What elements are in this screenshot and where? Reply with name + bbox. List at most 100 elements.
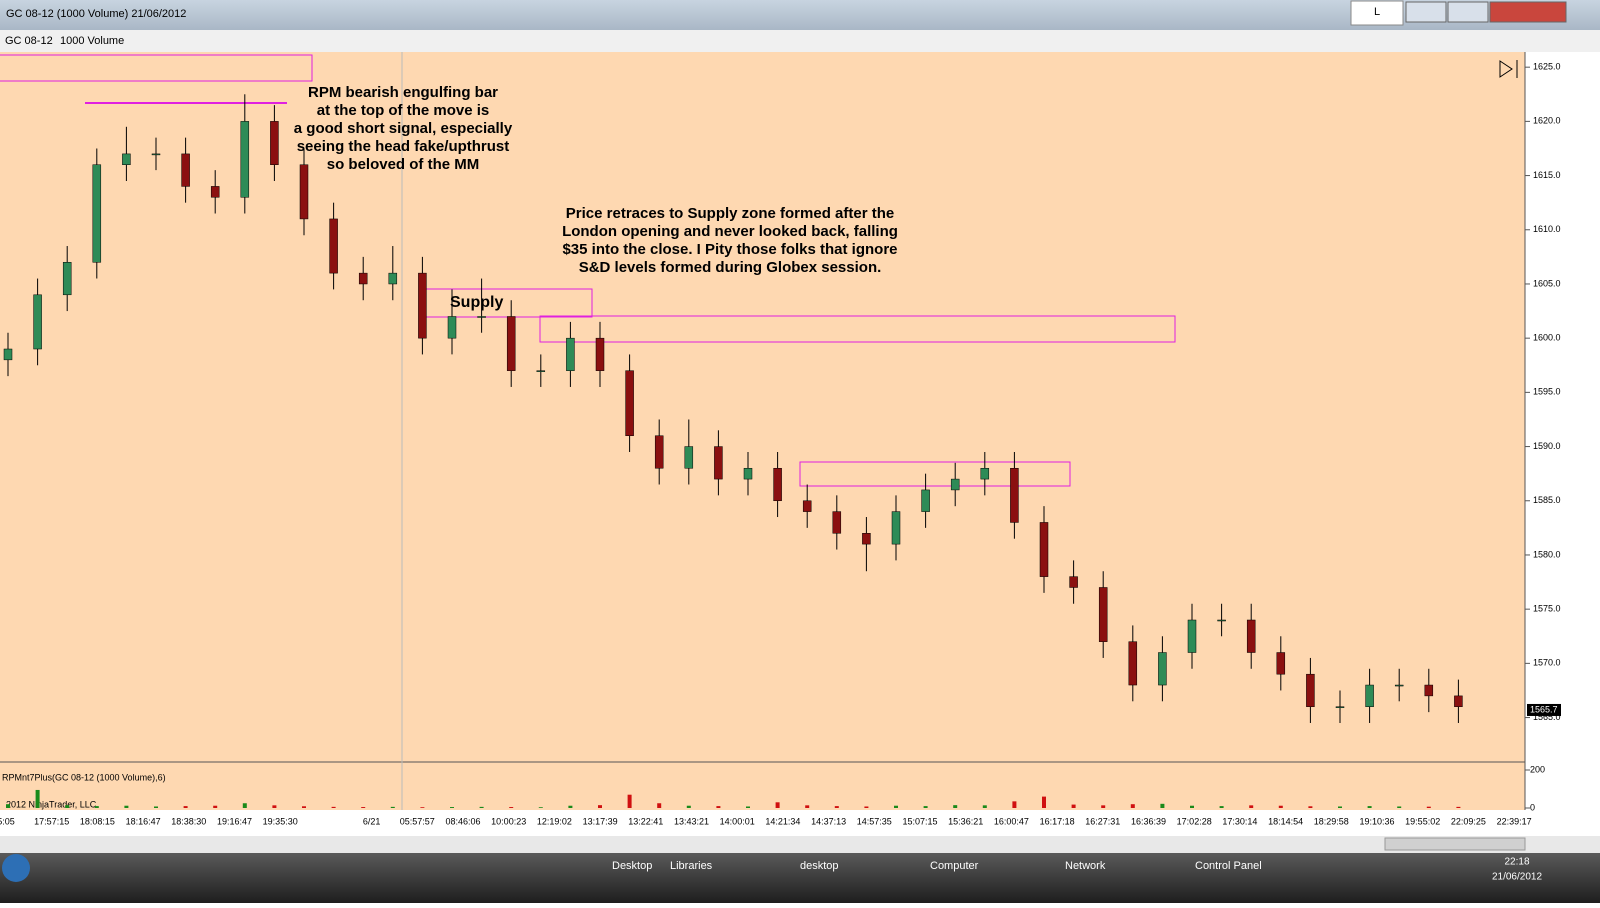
volume-tick-label: 200 [1530, 764, 1545, 774]
taskbar-item[interactable]: Control Panel [1195, 860, 1262, 872]
taskbar-item[interactable]: Computer [930, 860, 979, 872]
candle-body [210, 186, 220, 198]
scrollbar[interactable] [0, 836, 1600, 853]
x-tick-label: 18:16:47 [126, 816, 161, 826]
volume-bar [1308, 806, 1313, 808]
volume-bar [834, 806, 839, 808]
y-tick-label: 1580.0 [1533, 549, 1561, 559]
candle-body [1010, 467, 1019, 523]
volume-bar [390, 806, 395, 808]
clock-date: 21/06/2012 [1492, 872, 1542, 883]
x-tick-label: 18:38:30 [171, 816, 206, 826]
candle-body [418, 272, 427, 339]
x-tick-label: 13:43:21 [674, 816, 709, 826]
volume-bar [627, 794, 632, 808]
scroll-thumb[interactable] [1384, 837, 1526, 851]
close[interactable] [1489, 1, 1567, 23]
x-tick-label: 15:07:15 [902, 816, 937, 826]
volume-bar [1278, 805, 1283, 808]
volume-bar [746, 806, 750, 808]
candle-body [92, 164, 102, 263]
annotation: S&D levels formed during Globex session. [579, 259, 882, 276]
volume-bar [1426, 806, 1431, 808]
candle-body [625, 370, 634, 436]
copyright: 2012 NinjaTrader, LLC [6, 799, 97, 809]
volume-bar [894, 805, 898, 808]
interval[interactable]: 1000 Volume [60, 35, 124, 47]
annotation: Price retraces to Supply zone formed aft… [566, 205, 894, 222]
x-tick-label: 14:37:13 [811, 816, 846, 826]
volume-bar [686, 805, 691, 808]
l-button[interactable] [1350, 0, 1404, 26]
candle-body [1246, 619, 1256, 653]
candle-body [536, 370, 546, 372]
x-tick-label: 13:17:39 [583, 816, 618, 826]
volume-bar [242, 803, 247, 808]
volume-bar [805, 805, 810, 808]
volume-bar [302, 806, 306, 808]
volume-bar [1042, 796, 1046, 808]
volume-bar [1160, 803, 1165, 808]
plot-bg [0, 52, 1525, 810]
candle-body [299, 164, 309, 220]
volume-bar [1219, 806, 1224, 808]
annotation: seeing the head fake/upthrust [297, 138, 510, 155]
x-tick-label: 05:57:57 [400, 816, 435, 826]
candle-body [1365, 684, 1374, 707]
volume-bar [1190, 805, 1194, 808]
candle-body [1187, 619, 1197, 653]
y-tick-label: 1620.0 [1533, 116, 1561, 126]
volume-bar [213, 805, 218, 808]
candle-body [447, 316, 457, 339]
candle-body [1098, 587, 1108, 642]
candle-body [1454, 695, 1463, 707]
y-tick-label: 1585.0 [1533, 495, 1561, 505]
annotation: RPM bearish engulfing bar [308, 84, 498, 101]
taskbar-item[interactable]: desktop [800, 860, 839, 872]
taskbar-item[interactable]: Network [1065, 860, 1106, 872]
x-tick-label: 16:27:31 [1085, 816, 1120, 826]
x-tick-label: 16:00:47 [994, 816, 1029, 826]
volume-bar [94, 806, 99, 808]
candle-body [891, 511, 901, 545]
play-icon[interactable] [1499, 60, 1513, 78]
y-tick-label: 1575.0 [1533, 604, 1561, 614]
taskbar-item[interactable]: Libraries [670, 860, 713, 872]
indicator-label: RPMnt7Plus(GC 08-12 (1000 Volume),6) [2, 772, 166, 782]
volume-bar [6, 804, 10, 808]
maximize[interactable] [1447, 1, 1489, 23]
volume-bar [1456, 806, 1461, 808]
candle-body [358, 272, 368, 285]
taskbar-item[interactable]: Desktop [612, 860, 652, 872]
x-tick-label: 12:19:02 [537, 816, 572, 826]
candle-body [122, 153, 131, 165]
y-tick-label: 1565.0 [1533, 712, 1561, 722]
volume-bar [1130, 804, 1135, 808]
volume-bar [923, 806, 928, 808]
minimize[interactable] [1405, 1, 1447, 23]
y-tick-label: 1595.0 [1533, 387, 1561, 397]
candle-body [270, 121, 279, 165]
candle-body [62, 262, 72, 296]
y-tick-label: 1590.0 [1533, 441, 1561, 451]
clock-time: 22:18 [1504, 857, 1529, 868]
volume-bar [479, 806, 484, 808]
x-tick-label: 17:30:14 [1222, 816, 1257, 826]
x-tick-label: 5:05 [0, 816, 15, 826]
candle-body [832, 511, 842, 534]
candle-body [980, 467, 990, 480]
start-button[interactable] [2, 854, 30, 882]
x-tick-label: 18:08:15 [80, 816, 115, 826]
y-tick-label: 1600.0 [1533, 333, 1561, 343]
x-tick-label: 16:17:18 [1040, 816, 1075, 826]
x-tick-label: 19:16:47 [217, 816, 252, 826]
candle-body [1069, 576, 1078, 588]
candle-body [181, 153, 190, 187]
x-tick-label: 14:57:35 [857, 816, 892, 826]
l-button-label[interactable]: L [1374, 6, 1380, 18]
candle-body [240, 121, 250, 198]
volume-bar [35, 789, 40, 808]
candle-body [654, 435, 664, 469]
volume-bar [1012, 801, 1017, 808]
instrument[interactable]: GC 08-12 [5, 35, 53, 47]
